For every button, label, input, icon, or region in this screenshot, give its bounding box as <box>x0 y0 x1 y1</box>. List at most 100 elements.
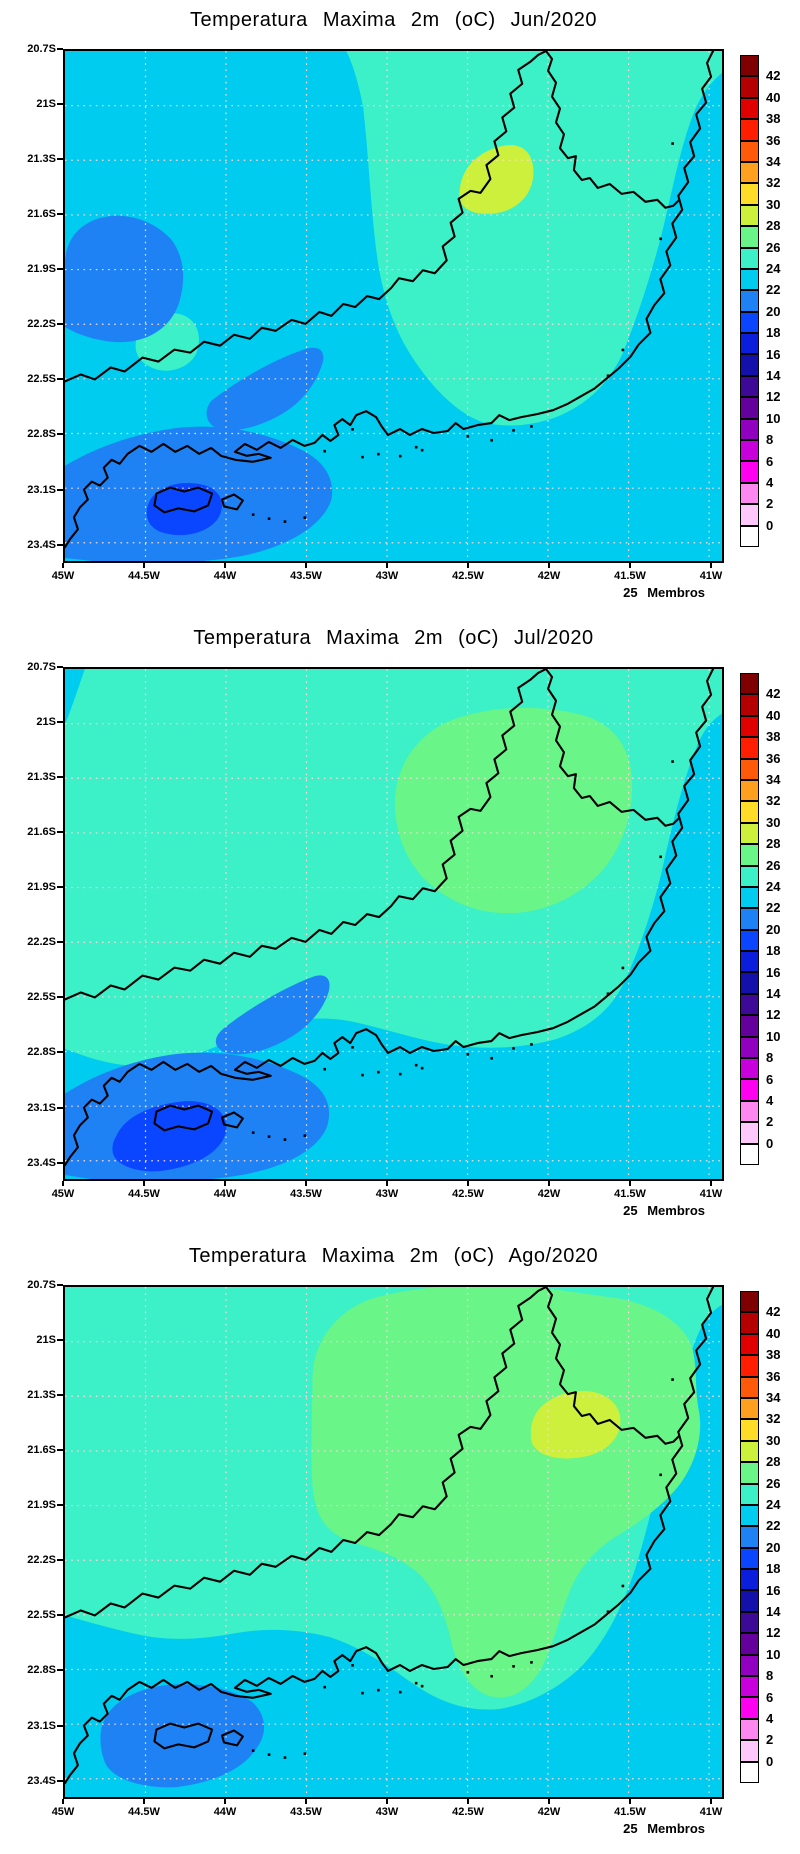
islet-dot <box>398 454 402 458</box>
colorbar-tick-label: 2 <box>766 496 774 512</box>
lon-tick-mark <box>467 1181 469 1186</box>
lon-tick-mark <box>62 563 64 568</box>
colorbar-tick-label: 36 <box>766 750 781 766</box>
lat-tick-label: 22.5S <box>27 991 56 1004</box>
colorbar-tick-label: 14 <box>766 368 781 383</box>
islet-dot <box>671 142 674 145</box>
colorbar-tick-label: 42 <box>766 68 781 84</box>
colorbar-segment <box>740 76 759 98</box>
colorbar-segment <box>740 1079 759 1101</box>
colorbar-tick-label: 32 <box>766 793 781 809</box>
colorbar-tick-label: 32 <box>766 175 781 191</box>
islet-dot <box>490 438 493 442</box>
islet-dot <box>659 855 662 859</box>
lat-tick-mark <box>57 1106 63 1109</box>
lat-tick-label: 22.8S <box>27 1664 56 1677</box>
islet-dot <box>414 1681 418 1685</box>
lat-tick-mark <box>57 831 63 834</box>
islet-dot <box>530 425 533 428</box>
colorbar-tick-label: 34 <box>766 154 781 169</box>
lat-tick-label: 20.7S <box>27 1279 56 1291</box>
lat-tick-label: 20.7S <box>27 43 56 55</box>
colorbar-tick-label: 12 <box>766 1007 781 1023</box>
colorbar <box>740 673 759 1165</box>
state-border-path <box>545 51 681 209</box>
lat-tick-mark <box>57 1614 63 1617</box>
colorbar-segment <box>740 908 759 930</box>
colorbar-tick-label: 12 <box>766 389 781 405</box>
colorbar-tick-label: 26 <box>766 239 781 255</box>
lat-tick-label: 23.1S <box>27 1101 56 1114</box>
colorbar-segment <box>740 779 759 802</box>
lon-tick-mark <box>548 563 550 568</box>
map-frame <box>63 1285 724 1799</box>
temperature-region <box>65 215 184 343</box>
colorbar-segment <box>740 1526 759 1548</box>
colorbar-segment <box>740 482 759 505</box>
colorbar-segment <box>740 801 759 823</box>
colorbar-segment <box>740 1697 759 1719</box>
lon-tick-label: 41.5W <box>614 1806 646 1818</box>
colorbar-segment <box>740 1654 759 1677</box>
lon-tick-label: 45W <box>51 1806 75 1818</box>
islet-dot <box>671 760 674 763</box>
lon-tick-mark <box>143 1181 145 1186</box>
islet-dot <box>490 1056 493 1060</box>
lat-tick-mark <box>57 268 63 271</box>
panel-title: Temperatura Maxima 2m (oC) Jun/2020 <box>190 9 597 31</box>
lon-tick-label: 43.5W <box>290 570 322 582</box>
colorbar-segment <box>740 504 759 526</box>
lat-tick-label: 23.1S <box>27 483 56 496</box>
colorbar-segment <box>740 1590 759 1612</box>
islet-dot <box>420 448 424 452</box>
islet-dot <box>398 1690 402 1694</box>
lat-tick-mark <box>57 158 63 161</box>
lat-tick-label: 21.6S <box>27 826 56 839</box>
lon-tick-mark <box>224 1799 226 1804</box>
islet-dot <box>267 517 271 520</box>
islet-dot <box>251 1749 255 1752</box>
islet-dot <box>671 1378 674 1381</box>
lon-tick-label: 41W <box>699 570 723 582</box>
colorbar-segment <box>740 1547 759 1570</box>
lat-tick-label: 21.9S <box>27 1499 56 1512</box>
temperature-region <box>100 1684 265 1788</box>
lat-tick-mark <box>57 1339 63 1342</box>
colorbar-segment <box>740 1015 759 1037</box>
island-outline-path <box>153 486 244 514</box>
islet-dot <box>267 1135 271 1138</box>
colorbar-tick-label: 40 <box>766 707 781 723</box>
colorbar-segment <box>740 140 759 162</box>
lon-tick-mark <box>143 1799 145 1804</box>
colorbar-tick-label: 24 <box>766 879 781 894</box>
colorbar-tick-label: 6 <box>766 453 774 469</box>
lon-tick-mark <box>710 1799 712 1804</box>
lat-tick-mark <box>57 1779 63 1782</box>
island-outline-path <box>153 1722 244 1750</box>
islet-dot <box>351 1046 354 1049</box>
islet-dot <box>398 1072 402 1076</box>
colorbar-tick-label: 16 <box>766 1582 781 1598</box>
colorbar-segment <box>740 1440 759 1463</box>
islet-dot <box>414 445 418 449</box>
colorbar-segment <box>740 1397 759 1420</box>
colorbar-tick-label: 22 <box>766 1518 781 1534</box>
colorbar-tick-label: 18 <box>766 325 781 341</box>
colorbar-segment <box>740 1483 759 1505</box>
islet-dot <box>283 520 287 523</box>
islet-dot <box>377 452 380 456</box>
islet-dot <box>323 1685 327 1689</box>
colorbar-tick-label: 2 <box>766 1114 774 1130</box>
colorbar-tick-label: 16 <box>766 346 781 362</box>
colorbar-tick-label: 26 <box>766 857 781 873</box>
temperature-region <box>311 1287 701 1698</box>
lat-tick-label: 21S <box>36 98 56 111</box>
colorbar-tick-label: 14 <box>766 1604 781 1619</box>
lon-tick-mark <box>305 1181 307 1186</box>
colorbar-tick-label: 28 <box>766 836 781 852</box>
lon-tick-label: 44.5W <box>128 1806 160 1818</box>
islet-dot <box>323 449 327 453</box>
islet-dot <box>377 1688 380 1692</box>
lat-tick-label: 23.4S <box>27 538 56 551</box>
